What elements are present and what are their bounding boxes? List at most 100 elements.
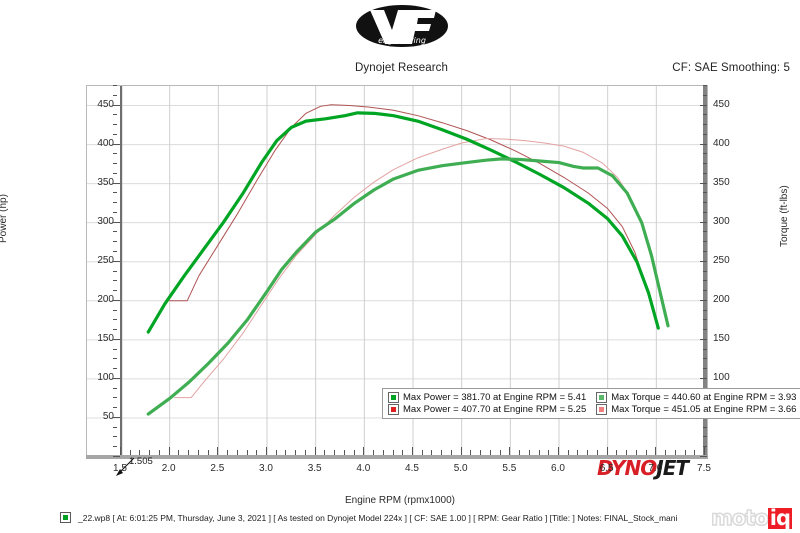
axis-tick-mark xyxy=(703,124,707,126)
axis-tick-mark xyxy=(113,329,117,331)
axis-tick-mark xyxy=(460,447,462,455)
cursor-arrow-icon xyxy=(116,457,135,476)
axis-tick-mark xyxy=(704,447,705,455)
x-tick: 1.5 xyxy=(113,463,127,474)
axis-tick-mark xyxy=(113,153,117,155)
legend-swatch-green-power xyxy=(388,392,399,403)
vf-engineering-logo: engineering xyxy=(352,3,452,53)
axis-tick-mark xyxy=(567,450,569,455)
axis-tick-mark xyxy=(703,270,707,272)
axis-tick-mark xyxy=(256,450,258,455)
axis-tick-mark xyxy=(246,450,248,455)
axis-tick-mark xyxy=(334,450,336,455)
axis-tick-mark xyxy=(635,450,637,455)
y-axis-right-title: Torque (ft-lbs) xyxy=(779,185,790,247)
x-tick: 7.0 xyxy=(648,463,663,474)
axis-tick-mark xyxy=(703,85,707,86)
dynojet-wordmark: DYNOJET xyxy=(597,458,689,478)
axis-tick-mark xyxy=(703,319,707,321)
axis-tick-mark xyxy=(703,329,707,331)
axis-tick-mark xyxy=(113,133,117,135)
y-axis-left-bar xyxy=(120,86,122,458)
axis-tick-mark xyxy=(149,450,151,455)
x-tick: 5.0 xyxy=(453,463,468,474)
axis-tick-mark xyxy=(113,338,120,340)
axis-tick-mark xyxy=(703,368,707,370)
dynojet-research-title: Dynojet Research xyxy=(355,62,449,74)
x-tick: 4.5 xyxy=(405,463,419,474)
axis-tick-mark xyxy=(674,450,676,455)
axis-tick-mark xyxy=(217,447,219,455)
y-tick-left: 200 xyxy=(97,293,114,305)
axis-tick-mark xyxy=(470,450,472,455)
x-tick: 3.0 xyxy=(259,463,273,474)
axis-tick-mark xyxy=(700,377,707,379)
axis-tick-mark xyxy=(113,270,117,272)
legend-swatch-red-torque xyxy=(596,404,608,415)
axis-tick-mark xyxy=(227,450,229,455)
axis-tick-mark xyxy=(113,348,117,350)
run-info-row: _22.wp8 [ At: 6:01:25 PM, Thursday, June… xyxy=(60,512,677,523)
axis-tick-mark xyxy=(314,447,316,455)
axis-tick-mark xyxy=(113,309,117,311)
axis-tick-mark xyxy=(431,450,433,455)
axis-tick-mark xyxy=(703,114,707,116)
axis-tick-mark xyxy=(343,450,345,455)
y-tick-right: 400 xyxy=(713,137,730,149)
axis-tick-mark xyxy=(207,450,209,455)
correction-factor-label: CF: SAE Smoothing: 5 xyxy=(672,62,790,74)
axis-tick-mark xyxy=(113,231,117,233)
axis-tick-mark xyxy=(616,450,618,455)
axis-tick-mark xyxy=(382,450,384,455)
axis-tick-mark xyxy=(113,250,117,252)
axis-tick-mark xyxy=(558,447,559,455)
y-tick-left: 350 xyxy=(97,176,114,188)
x-tick: 3.5 xyxy=(307,463,322,474)
legend-label: Max Torque = 451.05 at Engine RPM = 3.66 xyxy=(611,404,797,415)
motoiq-logo-iq: iq xyxy=(767,506,792,530)
axis-tick-mark xyxy=(113,114,117,116)
x-tick: 4.0 xyxy=(356,463,371,474)
axis-tick-mark xyxy=(113,280,117,282)
legend-item: Max Power = 381.70 at Engine RPM = 5.41 xyxy=(388,392,586,403)
x-tick: 5.5 xyxy=(502,463,517,474)
axis-tick-mark xyxy=(694,450,696,455)
axis-tick-mark xyxy=(577,450,579,455)
axis-tick-mark xyxy=(113,426,117,428)
axis-tick-mark xyxy=(113,104,120,106)
motoiq-logo-moto: moto xyxy=(710,506,769,530)
legend-swatch-green-torque xyxy=(596,392,608,403)
run-color-swatch xyxy=(60,512,71,523)
svg-text:engineering: engineering xyxy=(378,36,426,45)
legend-label: Max Power = 381.70 at Engine RPM = 5.41 xyxy=(403,392,587,403)
y-axis-right-bar xyxy=(703,86,707,458)
y-tick-left: 450 xyxy=(97,98,114,110)
legend-label: Max Power = 407.70 at Engine RPM = 5.25 xyxy=(403,404,587,415)
axis-tick-mark xyxy=(113,260,120,262)
y-tick-right: 350 xyxy=(713,176,730,188)
y-tick-left: 150 xyxy=(97,332,114,344)
axis-tick-mark xyxy=(113,368,117,370)
axis-tick-mark xyxy=(304,450,306,455)
axis-tick-mark xyxy=(113,221,120,223)
x-tick: 6.0 xyxy=(551,463,565,474)
axis-tick-mark xyxy=(700,143,707,145)
legend-item: Max Power = 407.70 at Engine RPM = 5.25 xyxy=(388,404,586,415)
axis-tick-mark xyxy=(703,94,707,96)
axis-tick-mark xyxy=(113,407,117,409)
axis-tick-mark xyxy=(158,450,160,455)
run-info-text: _22.wp8 [ At: 6:01:25 PM, Thursday, June… xyxy=(78,512,678,523)
axis-tick-mark xyxy=(703,348,707,350)
axis-tick-mark xyxy=(626,450,628,455)
axis-tick-mark xyxy=(113,456,120,457)
axis-tick-mark xyxy=(703,250,707,252)
axis-tick-mark xyxy=(538,450,540,455)
axis-tick-mark xyxy=(113,124,117,126)
axis-tick-mark xyxy=(120,447,121,455)
axis-tick-mark xyxy=(113,202,117,204)
y-tick-right: 250 xyxy=(713,254,730,266)
axis-tick-mark xyxy=(113,211,117,213)
y-tick-left: 400 xyxy=(97,137,114,149)
axis-tick-mark xyxy=(684,450,686,455)
x-tick: 2.0 xyxy=(161,463,176,474)
